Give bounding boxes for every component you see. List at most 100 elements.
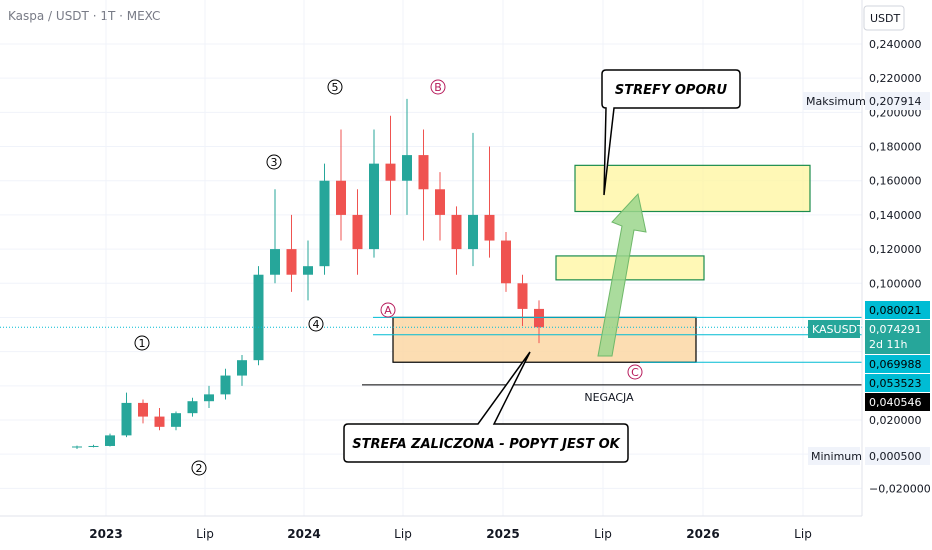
candle [336, 180, 346, 215]
zones-layer [392, 164, 811, 363]
min-value-box [865, 447, 930, 465]
wave-label: 5 [332, 81, 339, 94]
price-tick-label: −0,020000 [869, 482, 931, 495]
candle [517, 283, 528, 309]
time-tick-label: 2024 [287, 527, 320, 541]
resistance-zone-lower [555, 255, 705, 281]
candle [501, 240, 511, 284]
countdown-value: 2d 11h [869, 338, 907, 351]
min-label: Minimum [811, 450, 862, 463]
negation-value: 0,040546 [869, 396, 922, 409]
wave-circle [308, 316, 324, 332]
wave-circle [627, 364, 643, 380]
wave-label: C [631, 366, 639, 379]
price-tick-label: 0,020000 [869, 414, 922, 427]
candle [451, 214, 462, 250]
max-label-box [803, 92, 860, 110]
candle [121, 402, 132, 436]
candle [418, 155, 429, 190]
support-callout-bubble [343, 351, 629, 463]
time-tick-label: 2023 [89, 527, 122, 541]
price-tags: Maksimum 0,207914 Minimum 0,000500 0,080021 K… [803, 92, 930, 465]
price-tick-label: 0,160000 [869, 175, 922, 188]
symbol-label-box [808, 320, 860, 338]
wave-label: A [384, 304, 392, 317]
wave-circle [327, 79, 343, 95]
candle [154, 416, 165, 427]
candle [435, 189, 445, 215]
price-tick-label: 0,120000 [869, 243, 922, 256]
symbol-label: KASUSDT [812, 323, 864, 336]
candle [220, 375, 231, 395]
candle [352, 214, 363, 250]
candle [253, 274, 264, 361]
candle [237, 360, 247, 376]
candle [88, 445, 99, 447]
time-tick-label: Lip [394, 527, 412, 541]
candle [385, 163, 396, 181]
zone-mid-tag [865, 355, 930, 373]
candle [187, 401, 198, 414]
target-arrow-icon [597, 192, 647, 357]
resistance-callout-bubble [601, 69, 741, 196]
support-callout-text: STREFA ZALICZONA - POPYT JEST OK [352, 437, 620, 452]
zone-top-value: 0,080021 [869, 304, 922, 317]
candle [171, 413, 181, 427]
zone-bottom-value: 0,053523 [869, 377, 922, 390]
currency-label: USDT [870, 12, 901, 25]
negation-tag [865, 393, 930, 411]
currency-button[interactable] [863, 5, 905, 31]
candle [484, 214, 495, 241]
time-tick-label: 2026 [686, 527, 719, 541]
negation-label: NEGACJA [584, 391, 634, 404]
zone-top-tag [865, 301, 930, 319]
chart-title: Kaspa / USDT · 1T · MEXC [8, 9, 161, 23]
candle [369, 163, 379, 250]
candle [534, 308, 544, 328]
price-tick-label: 0,180000 [869, 141, 922, 154]
wave-circle [266, 154, 282, 170]
max-label: Maksimum [806, 95, 866, 108]
max-value: 0,207914 [869, 95, 922, 108]
wave-circle [380, 302, 396, 318]
candle [286, 249, 297, 275]
price-tick-label: 0,100000 [869, 277, 922, 290]
candle [303, 266, 313, 275]
candle [270, 249, 280, 275]
resistance-zone-upper [574, 164, 811, 213]
support-zone [392, 316, 697, 363]
candle [402, 155, 412, 181]
price-tick-label: 0,240000 [869, 38, 922, 51]
zone-bottom-tag [865, 374, 930, 392]
candle [319, 180, 330, 267]
price-tick-label: 0,220000 [869, 72, 922, 85]
wave-label: 4 [313, 318, 320, 331]
candle [204, 394, 214, 402]
min-value: 0,000500 [869, 450, 922, 463]
price-tick-label: 0,140000 [869, 209, 922, 222]
max-value-box [865, 92, 930, 110]
wave-circle [430, 79, 446, 95]
candle [72, 446, 82, 448]
last-price-value: 0,074291 [869, 323, 922, 336]
time-axis: 2023 Lip 2024 Lip 2025 Lip 2026 Lip [89, 527, 812, 541]
min-label-box [808, 447, 860, 465]
wave-label: B [434, 81, 442, 94]
time-tick-label: Lip [196, 527, 214, 541]
wave-circle [134, 335, 150, 351]
wave-label: 3 [271, 156, 278, 169]
candle [138, 402, 148, 417]
candles-layer [72, 98, 544, 450]
candle [105, 435, 115, 446]
time-tick-label: 2025 [486, 527, 519, 541]
last-price-tag [865, 320, 930, 354]
wave-label: 1 [139, 337, 146, 350]
zone-mid-value: 0,069988 [869, 358, 922, 371]
wave-circle [191, 460, 207, 476]
annotations-layer: 1 2 3 4 5 A B C STREFY OPORU STREFA ZALICZONA - P… [134, 69, 741, 476]
time-tick-label: Lip [794, 527, 812, 541]
time-tick-label: Lip [594, 527, 612, 541]
resistance-callout-text: STREFY OPORU [615, 83, 728, 98]
levels-layer [0, 316, 862, 386]
